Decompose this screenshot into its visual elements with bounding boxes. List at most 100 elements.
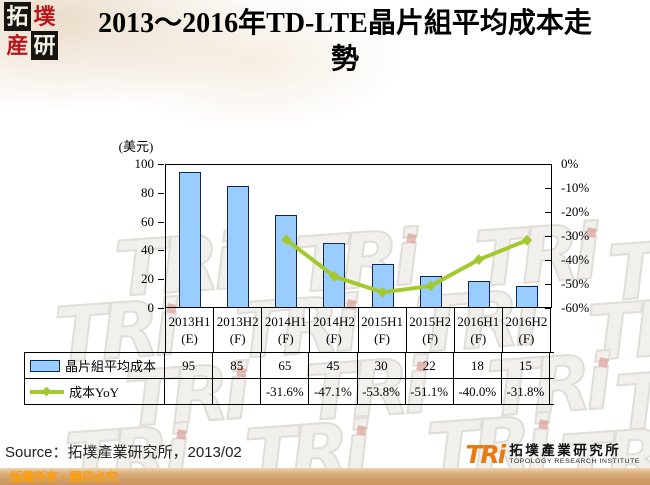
yoy-line-marker <box>425 280 436 292</box>
table-value-cell: 18 <box>454 353 502 378</box>
seal-char: 産 <box>6 32 29 58</box>
table-value-cell: -31.8% <box>502 379 550 404</box>
page-title-line2: 勢 <box>330 44 359 75</box>
series-name: 成本YoY <box>69 385 119 400</box>
category-cell: 2013H1 (E) <box>166 308 215 352</box>
left-axis-tick-label: 0 <box>147 300 155 315</box>
left-axis-tickmark <box>158 221 164 223</box>
right-axis-tick-label: 0% <box>561 156 579 171</box>
category-tag: (E) <box>181 331 198 346</box>
left-axis-tick-label: 80 <box>141 184 154 200</box>
category-tag: (F) <box>325 331 342 346</box>
category-period: 2015H1 <box>361 314 403 329</box>
cost-bar <box>467 281 490 307</box>
seal-char: 研 <box>31 31 58 60</box>
category-tag: (F) <box>374 331 390 346</box>
left-axis-tick-label: 60 <box>141 213 154 229</box>
category-tag: (F) <box>422 331 439 346</box>
right-axis-tickmark <box>545 212 551 213</box>
table-value-cell: 95 <box>165 353 214 378</box>
right-axis-tickmark <box>545 308 551 309</box>
category-period: 2016H1 <box>457 314 500 329</box>
category-tag: (F) <box>229 331 246 346</box>
left-axis-unit-label: (美元) <box>118 139 154 154</box>
source-note: Source：拓墣產業研究所，2013/02 <box>5 444 242 461</box>
table-value-cell: 65 <box>261 353 310 378</box>
yoy-line-marker <box>281 234 292 246</box>
right-axis-tick-label: -50% <box>561 276 590 291</box>
right-axis-tick-label: -30% <box>561 228 590 243</box>
left-axis-tickmark <box>158 192 164 194</box>
table-value-cell: 22 <box>406 353 454 378</box>
category-cell: 2016H2 (F) <box>503 308 551 352</box>
legend-cell: 晶片組平均成本 <box>24 353 165 378</box>
copyright-bar: 版權所有‧翻印必究 <box>0 468 650 485</box>
category-period: 2013H2 <box>216 314 259 329</box>
right-axis-tick-label: -40% <box>561 252 590 267</box>
page-title-line1: 2013～2016年TD-LTE晶片組平均成本走 <box>98 8 592 39</box>
yoy-line-marker <box>473 254 484 266</box>
yoy-line <box>281 234 532 298</box>
left-axis-tickmark <box>158 308 164 309</box>
left-axis-tick-label: 100 <box>134 156 155 171</box>
category-tag: (F) <box>470 331 487 346</box>
category-period: 2014H1 <box>264 314 307 329</box>
tri-logo-name-en: TOPOLOGY RESEARCH INSTITUTE <box>509 458 640 465</box>
data-table: 晶片組平均成本 95 85 65 45 30 22 18 15 成本YoY -31.6% -47.1%… <box>24 352 554 405</box>
cost-bar <box>227 186 250 307</box>
category-period: 2013H1 <box>168 314 211 329</box>
cost-bar <box>179 172 202 307</box>
line-legend-marker <box>41 386 52 397</box>
yoy-line-marker <box>521 234 532 246</box>
category-period: 2015H2 <box>409 314 452 329</box>
right-axis-tickmark <box>545 236 551 237</box>
tri-logo-name-cn: 拓墣產業研究所 <box>509 443 622 458</box>
seal-char: 墣 <box>33 3 56 29</box>
category-tag: (F) <box>277 331 294 346</box>
left-axis-tickmark <box>158 164 164 165</box>
table-value-cell: -51.1% <box>406 379 454 404</box>
table-value-cell: -40.0% <box>454 379 502 404</box>
right-axis-tickmark <box>545 188 551 189</box>
tri-seal-logo: 拓 墣 産 研 <box>4 2 58 60</box>
yoy-line-marker <box>377 286 388 298</box>
category-axis: 2013H1 (E) 2013H2 (F) 2014H1 (F) 2014H2 (F) 2015… <box>165 308 553 352</box>
left-axis-tickmark <box>158 279 164 281</box>
yoy-line-marker <box>329 270 340 282</box>
line-legend-swatch <box>30 385 64 398</box>
table-value-cell: -53.8% <box>358 379 406 404</box>
right-axis-tickmark <box>545 164 551 165</box>
category-cell: 2016H1 (F) <box>455 308 503 352</box>
table-value-cell <box>165 379 214 404</box>
table-value-cell: -47.1% <box>309 379 358 404</box>
tri-logo: TRi 拓墣產業研究所 TOPOLOGY RESEARCH INSTITUTE <box>465 440 640 469</box>
legend-cell: 成本YoY <box>24 379 165 404</box>
plot-area <box>165 164 552 308</box>
right-axis-tick-label: -10% <box>561 180 590 195</box>
series-name: 晶片組平均成本 <box>65 359 157 374</box>
left-axis-tickmark <box>158 250 164 252</box>
right-axis-tick-label: -20% <box>561 204 590 219</box>
bar-legend-swatch <box>30 359 60 372</box>
category-cell: 2015H2 (F) <box>407 308 455 352</box>
category-cell: 2014H2 (F) <box>310 308 359 352</box>
right-axis-tickmark <box>545 260 551 261</box>
cost-bar <box>515 285 538 307</box>
category-tag: (F) <box>518 331 535 346</box>
right-axis-tickmark <box>545 284 551 285</box>
copyright-text: 版權所有‧翻印必究 <box>10 470 119 484</box>
category-cell: 2015H1 (F) <box>359 308 407 352</box>
left-axis-tick-label: 20 <box>141 271 154 287</box>
table-value-cell <box>213 379 262 404</box>
tri-logo-wordmark: TRi <box>465 440 506 469</box>
category-cell: 2014H1 (F) <box>262 308 311 352</box>
table-row: 晶片組平均成本 95 85 65 45 30 22 18 15 <box>24 353 554 379</box>
cost-bar <box>371 264 394 307</box>
table-row: 成本YoY -31.6% -47.1% -53.8% -51.1% -40.0% -31.8… <box>24 379 554 405</box>
table-value-cell: 15 <box>502 353 550 378</box>
left-axis-tick-label: 40 <box>141 242 154 258</box>
category-cell: 2013H2 (F) <box>214 308 263 352</box>
category-period: 2016H2 <box>505 314 548 329</box>
